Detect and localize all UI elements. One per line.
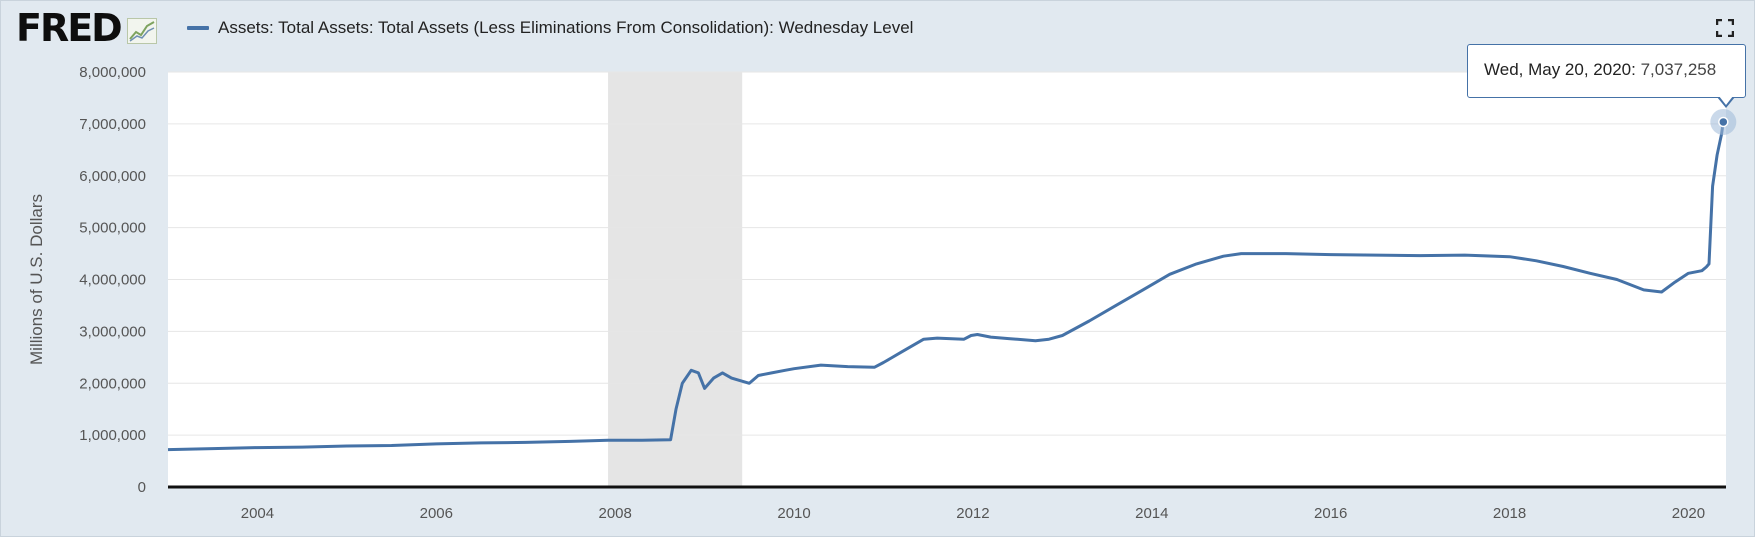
x-tick-label: 2006	[420, 505, 453, 522]
legend-swatch	[187, 26, 209, 30]
x-tick-label: 2008	[598, 505, 631, 522]
tooltip-date: Wed, May 20, 2020:	[1484, 60, 1636, 79]
y-tick-label: 7,000,000	[79, 116, 146, 133]
tooltip-value: 7,037,258	[1640, 60, 1717, 79]
y-axis-title: Millions of U.S. Dollars	[27, 194, 46, 365]
chart-legend[interactable]: Assets: Total Assets: Total Assets (Less…	[187, 18, 913, 38]
fred-logo[interactable]: FRED	[16, 6, 158, 50]
chart-line-icon	[127, 18, 158, 44]
data-tooltip: Wed, May 20, 2020: 7,037,258	[1467, 44, 1746, 98]
y-tick-label: 2,000,000	[79, 375, 146, 392]
y-tick-label: 3,000,000	[79, 323, 146, 340]
series-line	[167, 121, 1725, 452]
x-tick-label: 2016	[1314, 505, 1347, 522]
x-tick-label: 2018	[1493, 505, 1526, 522]
fullscreen-icon[interactable]	[1716, 19, 1734, 37]
y-tick-label: 6,000,000	[79, 168, 146, 185]
y-tick-label: 8,000,000	[79, 64, 146, 81]
x-tick-label: 2010	[777, 505, 810, 522]
tooltip-pointer-fill	[1719, 96, 1733, 105]
y-tick-label: 4,000,000	[79, 272, 146, 289]
fred-logo-text: FRED	[16, 6, 123, 50]
y-tick-label: 5,000,000	[79, 220, 146, 237]
y-tick-label: 0	[138, 479, 146, 496]
x-tick-label: 2020	[1672, 505, 1705, 522]
y-tick-label: 1,000,000	[79, 427, 146, 444]
hover-point	[1718, 116, 1729, 128]
x-tick-label: 2004	[241, 505, 274, 522]
x-tick-label: 2014	[1135, 505, 1168, 522]
x-tick-label: 2012	[956, 505, 989, 522]
legend-label: Assets: Total Assets: Total Assets (Less…	[218, 18, 914, 37]
